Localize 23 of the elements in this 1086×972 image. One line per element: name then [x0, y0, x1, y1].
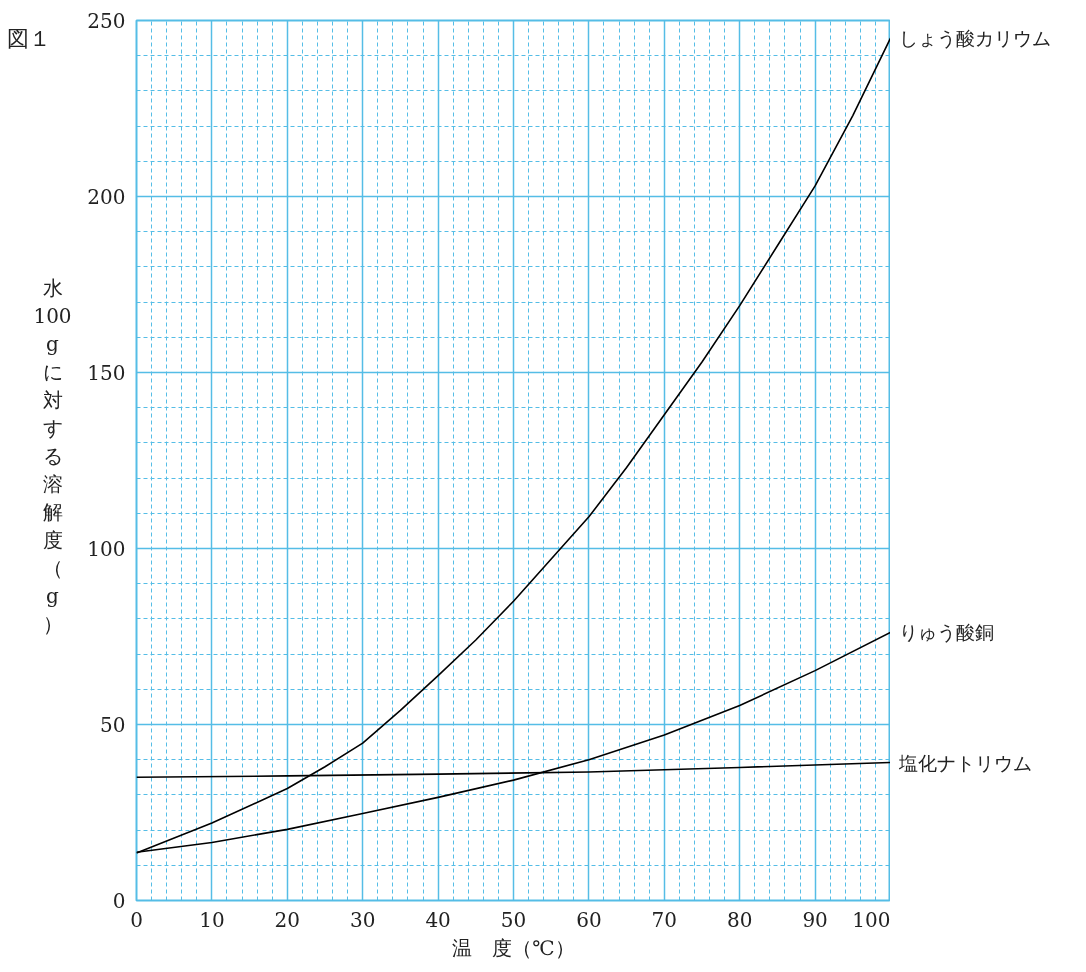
x-tick-label: 50	[500, 907, 527, 932]
x-tick-label: 70	[651, 907, 678, 932]
x-tick-label: 20	[274, 907, 301, 932]
y-tick-label: 150	[87, 361, 126, 385]
y-tick-label: 200	[87, 185, 126, 209]
x-tick-label: 10	[199, 907, 225, 932]
x-tick-label: 30	[349, 907, 376, 932]
x-tick-label: 60	[576, 907, 602, 932]
y-tick-label: 100	[87, 537, 126, 561]
x-tick-label: 90	[802, 907, 828, 932]
x-tick-label: 100	[852, 907, 891, 932]
chart-title: 図１	[6, 26, 51, 52]
series-label: 塩化ナトリウム	[897, 751, 1032, 774]
y-tick-label: 250	[87, 9, 126, 33]
series-label: しょう酸カリウム	[898, 27, 1051, 50]
x-tick-label: 80	[726, 907, 753, 932]
text: 水100gに対する溶解度（g）	[33, 275, 72, 637]
x-tick-label: 0	[130, 907, 143, 932]
y-tick-label: 50	[100, 713, 126, 737]
x-tick-label: 40	[425, 907, 451, 932]
x-axis-title: 温 度（℃）	[452, 935, 575, 960]
y-tick-label: 0	[112, 889, 126, 913]
series-label: りゅう酸銅	[898, 621, 994, 644]
